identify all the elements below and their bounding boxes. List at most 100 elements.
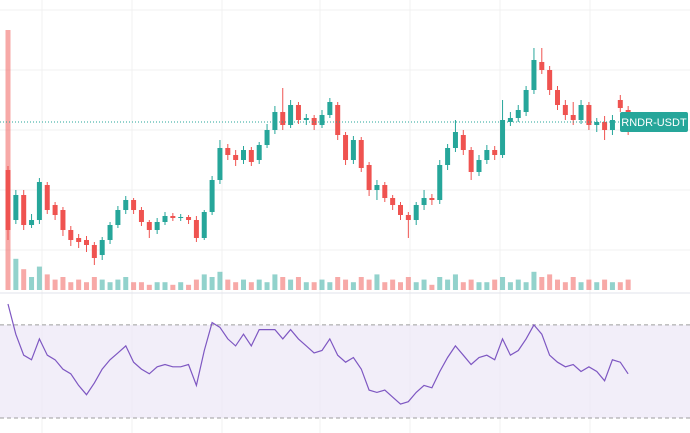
- candle-body: [295, 105, 301, 120]
- candle-body: [335, 105, 341, 135]
- volume-bar: [327, 282, 333, 290]
- volume-bar: [52, 279, 58, 290]
- candle-body: [366, 165, 372, 190]
- volume-bar: [405, 277, 411, 290]
- volume-bar: [5, 30, 11, 290]
- candle-body: [115, 210, 121, 225]
- volume-bar: [531, 271, 537, 290]
- volume-bar: [609, 282, 615, 290]
- candle-body: [492, 150, 498, 155]
- candle-body: [209, 180, 215, 212]
- candle-body: [594, 122, 600, 125]
- candle-body: [311, 118, 317, 125]
- candle-body: [578, 105, 584, 120]
- candle-body: [76, 238, 82, 242]
- volume-bar: [264, 282, 270, 290]
- candle-body: [233, 155, 239, 160]
- volume-bar: [146, 284, 152, 290]
- candle-body: [107, 225, 113, 240]
- volume-bar: [107, 282, 113, 290]
- volume-bar: [115, 279, 121, 290]
- volume-bar: [272, 274, 278, 290]
- plot: RNDR-USDT: [0, 30, 690, 419]
- candle-body: [241, 150, 246, 160]
- candle-body: [586, 105, 592, 125]
- candle-body: [515, 110, 521, 118]
- candle-body: [248, 150, 254, 162]
- volume-bar: [421, 279, 427, 290]
- candle-body: [405, 215, 411, 220]
- volume-bar: [390, 279, 396, 290]
- volume-bar: [343, 279, 349, 290]
- candle-body: [555, 90, 560, 105]
- volume-bar: [170, 284, 176, 290]
- candle-body: [500, 120, 506, 155]
- volume-bar: [154, 282, 160, 290]
- volume-bar: [84, 282, 89, 290]
- candle-body: [531, 60, 537, 90]
- volume-bar: [295, 277, 301, 290]
- candle-body: [484, 150, 490, 160]
- volume-bar: [280, 277, 286, 290]
- volume-bar: [13, 258, 19, 290]
- volume-bar: [476, 282, 482, 290]
- rsi-band: [0, 324, 690, 419]
- candle-body: [186, 217, 192, 220]
- volume-bar: [484, 282, 490, 290]
- volume-bar: [555, 279, 560, 290]
- volume-bar: [76, 279, 82, 290]
- candle-body: [193, 220, 199, 238]
- volume-bar: [382, 282, 388, 290]
- volume-bar: [60, 277, 66, 290]
- volume-bar: [288, 279, 294, 290]
- candle-body: [507, 118, 513, 122]
- volume-bar: [602, 279, 608, 290]
- volume-bar: [256, 279, 262, 290]
- volume-bar: [36, 266, 42, 290]
- candle-body: [390, 198, 396, 205]
- symbol-badge: [620, 112, 688, 132]
- candle-body: [131, 200, 137, 210]
- candle-body: [256, 145, 262, 160]
- volume-bar: [123, 277, 129, 290]
- candle-body: [84, 240, 89, 245]
- volume-bar: [193, 279, 199, 290]
- candle-body: [319, 115, 325, 125]
- candle-body: [13, 195, 19, 220]
- candle-body: [91, 245, 97, 258]
- candle-body: [99, 240, 105, 255]
- volume-bar: [460, 282, 466, 290]
- volume-bar: [445, 279, 451, 290]
- candle-body: [21, 195, 27, 225]
- volume-bar: [162, 282, 168, 290]
- candle-body: [327, 102, 333, 115]
- volume-bar: [303, 282, 309, 290]
- volume-bar: [21, 269, 27, 290]
- volume-bar: [319, 279, 325, 290]
- volume-bar: [437, 277, 443, 290]
- volume-bar: [335, 277, 341, 290]
- candle-body: [343, 135, 349, 160]
- volume-bar: [350, 282, 356, 290]
- volume-bar: [44, 274, 50, 290]
- volume-bar: [413, 282, 419, 290]
- volume-bar: [617, 282, 623, 290]
- candle-body: [398, 205, 403, 215]
- volume-bar: [241, 279, 246, 290]
- volume-bar: [594, 282, 600, 290]
- volume-bar: [374, 274, 380, 290]
- volume-bar: [209, 277, 215, 290]
- candle-body: [217, 148, 223, 180]
- volume-bar: [178, 282, 184, 290]
- volume-bar: [398, 282, 403, 290]
- candle-body: [264, 130, 270, 145]
- candle-body: [421, 198, 427, 205]
- candle-body: [539, 62, 545, 70]
- candle-body: [602, 122, 608, 130]
- volume-bar: [233, 282, 239, 290]
- volume-bar: [311, 282, 317, 290]
- volume-bar: [452, 274, 458, 290]
- rsi-line: [7, 303, 629, 405]
- candle-body: [445, 148, 451, 165]
